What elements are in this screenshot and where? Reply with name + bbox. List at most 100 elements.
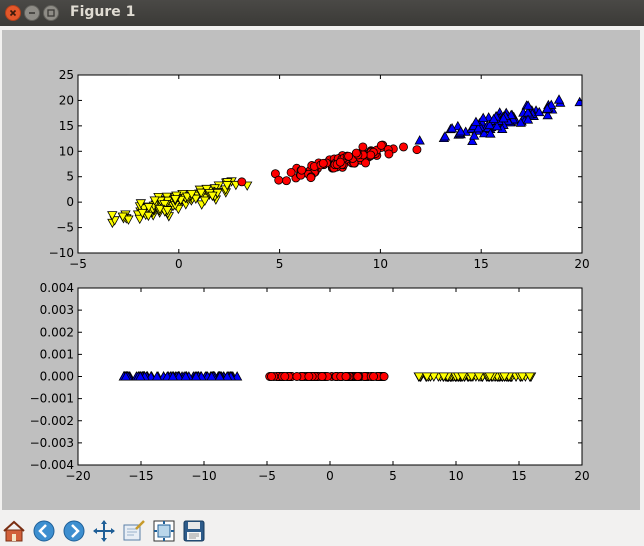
close-button[interactable] <box>5 5 21 21</box>
floppy-disk-icon[interactable] <box>182 519 206 543</box>
data-point <box>485 128 496 138</box>
x-tick-label: 10 <box>448 469 463 483</box>
data-point <box>149 196 160 206</box>
axes-frame <box>77 74 583 254</box>
data-point <box>292 372 302 381</box>
data-point <box>366 150 376 160</box>
data-point <box>135 371 146 381</box>
zoom-rect-icon[interactable] <box>122 519 146 543</box>
x-tick-label: 0 <box>175 257 183 271</box>
x-tick-label: 0 <box>326 469 334 483</box>
data-point <box>162 206 173 216</box>
arrow-left-icon[interactable] <box>32 519 56 543</box>
arrow-right-icon[interactable] <box>62 519 86 543</box>
data-point <box>143 211 154 222</box>
data-point <box>499 372 510 382</box>
data-point <box>361 158 371 168</box>
data-point <box>553 94 565 104</box>
y-tick-label: −10 <box>49 246 74 260</box>
data-point <box>180 371 191 381</box>
data-point <box>414 135 425 145</box>
data-point <box>369 372 379 381</box>
data-point <box>515 117 526 127</box>
figure-canvas[interactable]: −5 0 5 10 15 20 −10 −5 0 5 10 15 20 25 −20 −15 −10 −5 0 5 10… <box>2 30 640 510</box>
x-tick-label: −15 <box>128 469 153 483</box>
data-point <box>534 106 545 117</box>
data-point <box>190 371 202 381</box>
x-tick-label: 20 <box>574 469 589 483</box>
data-point <box>498 113 509 123</box>
x-tick-label: 5 <box>389 469 397 483</box>
data-point <box>167 371 179 381</box>
minimize-icon <box>29 12 35 14</box>
data-point <box>466 372 477 382</box>
data-point <box>267 372 276 381</box>
data-point <box>505 109 517 120</box>
y-tick-label: 0.002 <box>40 325 74 339</box>
data-point <box>341 372 351 381</box>
x-tick-label: −20 <box>65 469 90 483</box>
maximize-icon <box>47 9 55 17</box>
data-point <box>214 371 226 381</box>
data-point <box>524 372 536 382</box>
series-circle <box>265 372 389 381</box>
y-tick-label: 0.003 <box>40 303 74 317</box>
data-point <box>446 123 458 133</box>
y-tick-label: −0.002 <box>30 414 74 428</box>
x-tick-label: 15 <box>511 469 526 483</box>
data-point <box>542 103 553 113</box>
data-point <box>154 204 166 215</box>
data-point <box>304 372 314 381</box>
data-point <box>399 142 408 152</box>
y-tick-label: 25 <box>59 68 74 82</box>
data-point <box>231 371 243 381</box>
x-tick-label: 10 <box>373 257 388 271</box>
y-tick-label: −0.003 <box>30 436 74 450</box>
x-tick-label: 5 <box>276 257 284 271</box>
configure-subplots-icon[interactable] <box>152 519 176 543</box>
data-point <box>335 157 345 167</box>
data-point <box>206 371 217 381</box>
data-point <box>353 372 363 381</box>
y-tick-label: −5 <box>56 221 74 235</box>
data-point <box>135 199 147 209</box>
data-point <box>467 135 478 146</box>
data-point <box>195 188 207 198</box>
y-tick-label: −0.001 <box>30 392 74 406</box>
data-point <box>484 119 495 130</box>
scatter-points <box>107 94 582 229</box>
data-point <box>344 151 354 161</box>
data-point <box>186 190 197 200</box>
data-point <box>542 109 553 120</box>
data-point <box>439 131 451 141</box>
x-tick-label: −5 <box>69 257 87 271</box>
axes-2: −20 −15 −10 −5 0 5 10 15 20 −0.004 −0.003 −0.002 −0.… <box>30 281 590 483</box>
series-triangle-up <box>118 371 243 381</box>
data-point <box>478 112 489 123</box>
scatter-points <box>118 371 537 382</box>
minimize-button[interactable] <box>24 5 40 21</box>
data-point <box>488 113 499 124</box>
data-point <box>117 212 128 222</box>
data-point <box>491 120 503 131</box>
data-point <box>207 191 218 202</box>
x-tick-label: 15 <box>474 257 489 271</box>
data-point <box>123 215 134 225</box>
data-point <box>473 372 485 382</box>
data-point <box>455 126 466 136</box>
data-point <box>457 372 468 382</box>
y-tick-label: 0 <box>66 195 74 209</box>
data-point <box>306 173 316 183</box>
y-tick-label: 0.001 <box>40 347 74 361</box>
series-circle <box>237 140 422 187</box>
data-point <box>280 372 290 381</box>
x-tick-label: 20 <box>574 257 589 271</box>
move-icon[interactable] <box>92 519 116 543</box>
x-tick-label: −5 <box>258 469 276 483</box>
data-point <box>221 181 233 191</box>
data-point <box>143 203 154 213</box>
maximize-button[interactable] <box>43 5 59 21</box>
y-tick-label: 15 <box>59 119 74 133</box>
home-icon[interactable] <box>2 519 26 543</box>
data-point <box>190 194 202 204</box>
